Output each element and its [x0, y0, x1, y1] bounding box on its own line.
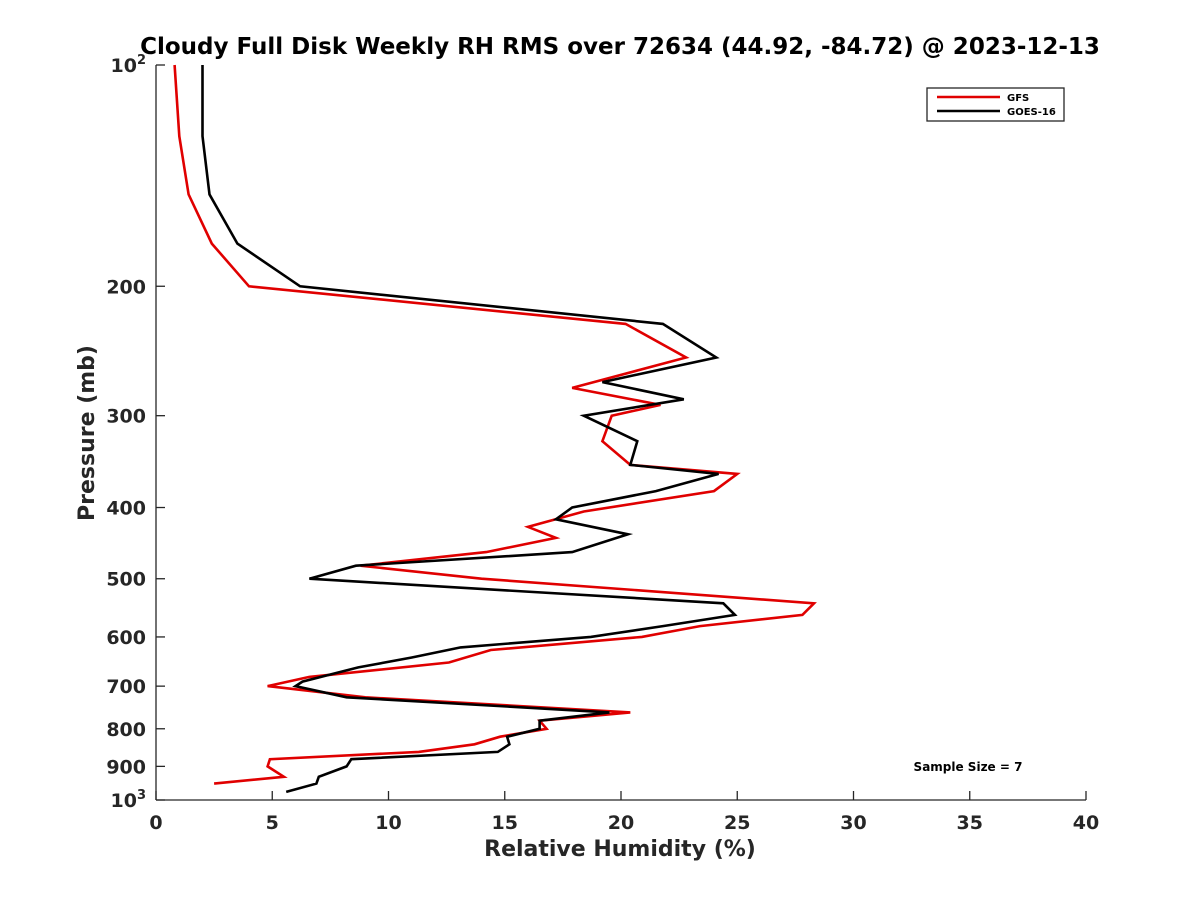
x-tick-label: 20 [608, 812, 634, 834]
legend-box [926, 87, 1065, 122]
x-tick-label: 40 [1073, 812, 1099, 834]
y-tick-label: 400 [106, 498, 146, 520]
x-tick-label: 35 [957, 812, 983, 834]
legend-label: GOES-16 [1007, 107, 1056, 118]
y-tick-label: 700 [106, 676, 146, 698]
plot-area: 0 5 10 15 20 25 30 35 40 102 200 300 400 500 600 700 800… [106, 53, 1099, 834]
y-tick-label: 103 [111, 788, 147, 812]
x-tick-label: 30 [840, 812, 866, 834]
series-line-goes-16 [201, 65, 738, 794]
x-tick-label: 5 [266, 812, 279, 834]
legend-label: GFS [1007, 93, 1029, 104]
x-tick-label: 25 [724, 812, 750, 834]
x-tick-label: 0 [149, 812, 162, 834]
sample-size-annotation: Sample Size = 7 [914, 760, 1023, 774]
y-tick-label: 200 [106, 276, 146, 298]
y-axis-label: Pressure (mb) [75, 345, 100, 521]
y-tick-label: 600 [106, 627, 146, 649]
chart-title: Cloudy Full Disk Weekly RH RMS over 7263… [140, 34, 1100, 60]
y-tick-label: 102 [111, 53, 147, 77]
x-axis-label: Relative Humidity (%) [484, 837, 756, 862]
y-tick-label: 800 [106, 719, 146, 741]
y-tick-label: 300 [106, 406, 146, 428]
y-tick-label: 500 [106, 569, 146, 591]
x-tick-label: 10 [375, 812, 401, 834]
y-tick-label: 900 [106, 756, 146, 778]
x-tick-label: 15 [492, 812, 518, 834]
legend: GFS GOES-16 [926, 87, 1065, 122]
